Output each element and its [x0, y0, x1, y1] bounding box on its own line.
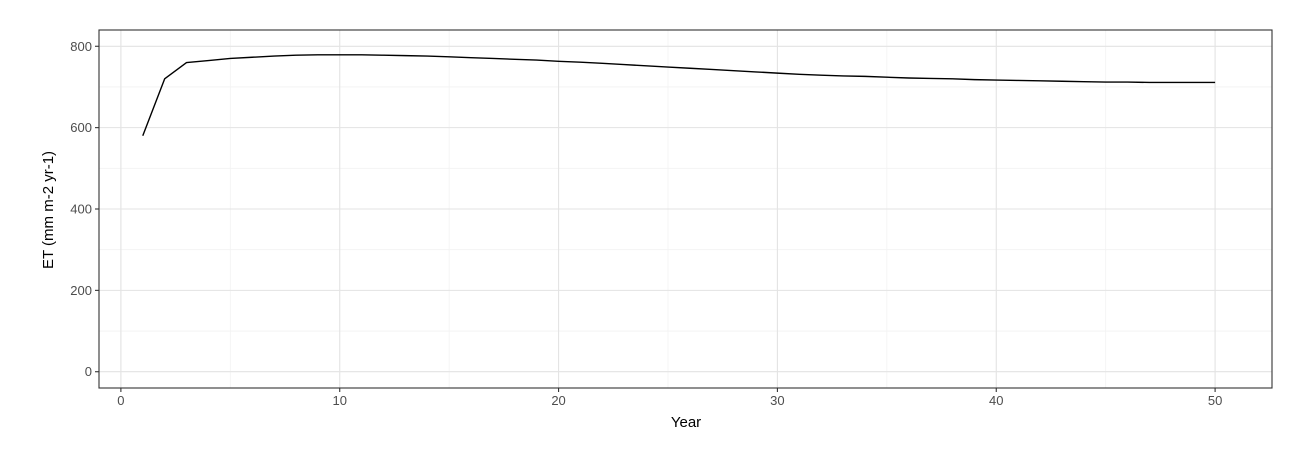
y-tick-label: 800	[70, 39, 92, 54]
y-tick-label: 400	[70, 202, 92, 217]
y-tick-label: 600	[70, 120, 92, 135]
x-tick-label: 30	[770, 393, 784, 408]
grid-layer	[99, 30, 1272, 388]
y-axis-title: ET (mm m-2 yr-1)	[40, 151, 57, 269]
x-tick-label: 50	[1208, 393, 1222, 408]
x-tick-label: 40	[989, 393, 1003, 408]
axis-layer: 0 10 20 30 40 50 0 200 400 600 800	[70, 29, 1273, 408]
x-axis-title: Year	[671, 414, 701, 431]
x-tick-label: 20	[551, 393, 565, 408]
et-series-line	[142, 54, 1216, 137]
x-tick-label: 10	[332, 393, 346, 408]
y-tick-label: 200	[70, 283, 92, 298]
series-layer	[142, 54, 1216, 137]
y-tick-label: 0	[85, 364, 92, 379]
x-tick-label: 0	[117, 393, 124, 408]
